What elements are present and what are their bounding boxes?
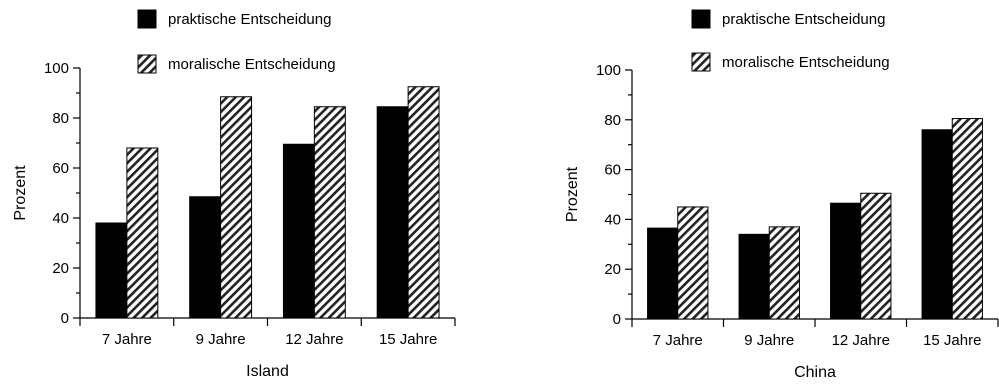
legend-swatch-moralische (691, 52, 711, 72)
chart-panel-2: praktische Entscheidung moralische Entsch… (564, 9, 999, 381)
x-tick-label: 7 Jahre (102, 331, 152, 348)
bar-praktische-4 (376, 106, 409, 319)
legend-label-praktische: praktische Entscheidung (722, 11, 885, 28)
legend-label-moralische: moralische Entscheidung (168, 56, 336, 73)
y-tick-label: 80 (52, 110, 69, 127)
legend-label-praktische: praktische Entscheidung (168, 11, 331, 28)
bar-moralische-1 (677, 206, 709, 320)
bar-moralische-1 (126, 147, 159, 319)
y-tick-label: 20 (604, 261, 621, 278)
legend-label-moralische: moralische Entscheidung (722, 54, 890, 71)
x-tick-label: 12 Jahre (832, 332, 890, 349)
x-tick-label: 15 Jahre (379, 331, 437, 348)
bar-praktische-1 (95, 222, 128, 319)
y-tick-label: 80 (604, 112, 621, 129)
bar-moralische-4 (951, 118, 983, 320)
bar-praktische-3 (830, 202, 862, 320)
bar-praktische-2 (738, 233, 770, 320)
bar-praktische-4 (921, 129, 953, 320)
chart-panel-1: praktische Entscheidung moralische Entsch… (12, 9, 456, 380)
y-tick-label: 60 (52, 160, 69, 177)
legend-swatch-praktische (691, 9, 711, 29)
x-axis-label: China (794, 364, 836, 381)
legend-swatch-praktische (137, 9, 157, 29)
bar-praktische-1 (647, 227, 679, 320)
y-axis-label: Prozent (564, 166, 581, 222)
bar-praktische-2 (189, 196, 222, 319)
x-tick-label: 7 Jahre (653, 332, 703, 349)
y-tick-label: 0 (613, 311, 621, 328)
x-tick-label: 9 Jahre (196, 331, 246, 348)
x-tick-label: 9 Jahre (744, 332, 794, 349)
x-axis-label: Island (246, 363, 289, 380)
y-tick-label: 20 (52, 260, 69, 277)
bar-moralische-3 (860, 192, 892, 320)
y-tick-label: 0 (61, 310, 69, 327)
bar-praktische-3 (282, 143, 315, 319)
x-tick-label: 12 Jahre (285, 331, 343, 348)
bar-moralische-2 (220, 96, 253, 319)
legend-swatch-moralische (137, 54, 157, 74)
y-tick-label: 40 (604, 211, 621, 228)
y-tick-label: 60 (604, 162, 621, 179)
y-tick-label: 100 (44, 60, 69, 77)
bar-moralische-2 (768, 226, 800, 320)
x-tick-label: 15 Jahre (923, 332, 981, 349)
bar-moralische-4 (407, 86, 440, 319)
y-axis-label: Prozent (12, 165, 29, 221)
bar-moralische-3 (313, 106, 346, 319)
y-tick-label: 100 (596, 62, 621, 79)
y-tick-label: 40 (52, 210, 69, 227)
